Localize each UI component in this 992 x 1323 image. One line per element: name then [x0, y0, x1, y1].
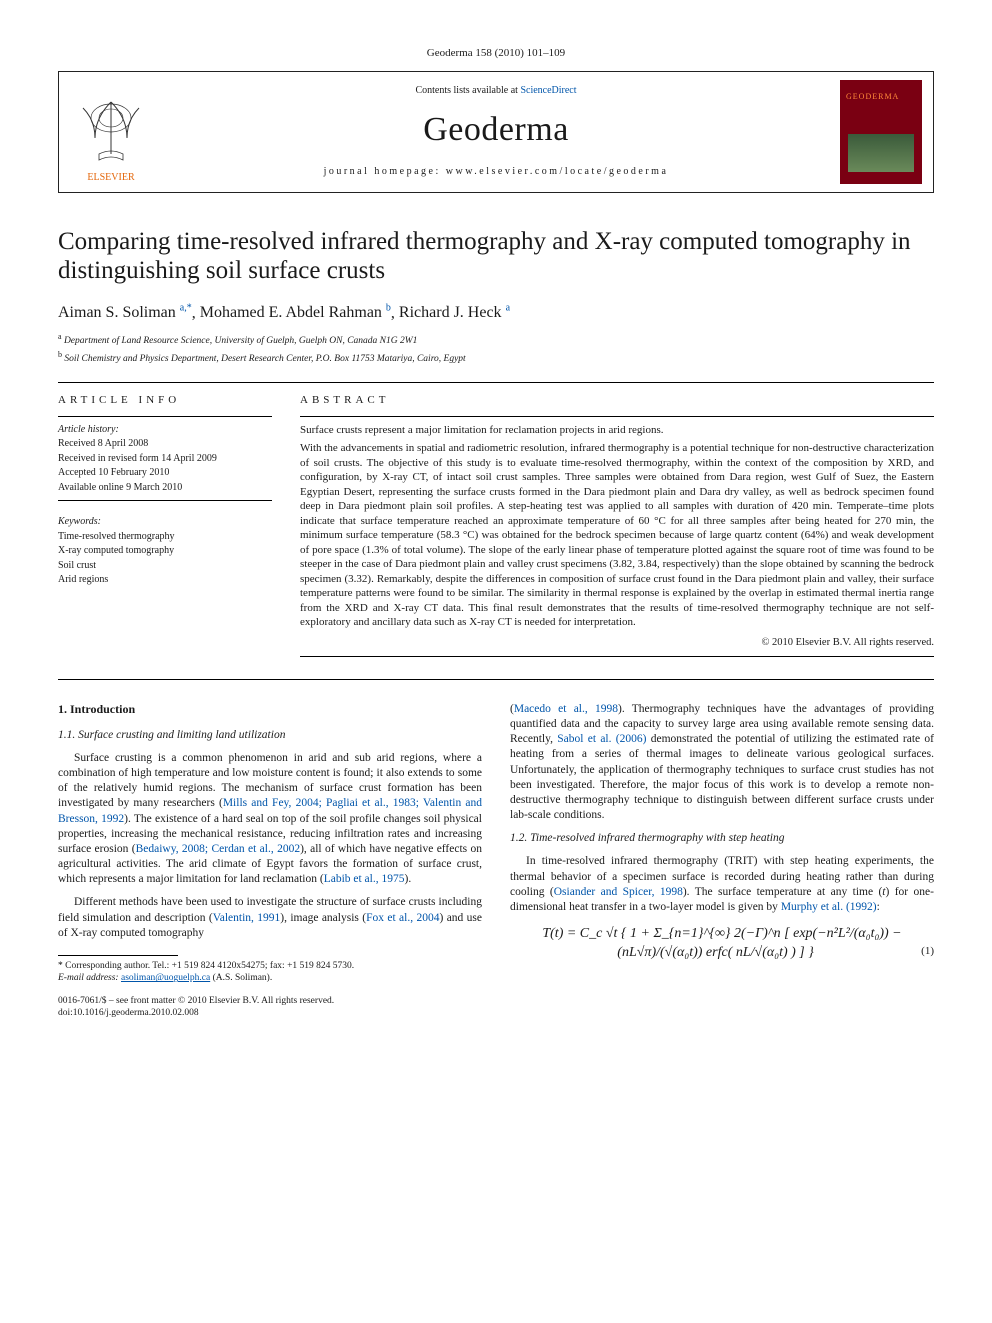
section-heading: 1. Introduction: [58, 702, 482, 718]
paragraph: (Macedo et al., 1998). Thermography tech…: [510, 702, 934, 823]
author: Mohamed E. Abdel Rahman b: [200, 304, 391, 321]
cover-title: GEODERMA: [846, 92, 899, 103]
history-item: Received in revised form 14 April 2009: [58, 452, 272, 466]
divider: [300, 656, 934, 657]
equation-block: T(t) = C_c √t { 1 + Σ_{n=1}^{∞} 2(−Γ)^n …: [510, 925, 934, 962]
bottom-meta: 0016-7061/$ – see front matter © 2010 El…: [58, 995, 482, 1020]
text-run: ).: [405, 873, 412, 885]
journal-homepage: journal homepage: www.elsevier.com/locat…: [171, 165, 821, 179]
journal-cover-thumbnail: GEODERMA: [840, 80, 922, 184]
keywords-label: Keywords:: [58, 515, 272, 529]
journal-name: Geoderma: [171, 107, 821, 153]
body-columns: 1. Introduction 1.1. Surface crusting an…: [58, 702, 934, 1020]
equation-number: (1): [921, 944, 934, 959]
abstract-text: Surface crusts represent a major limitat…: [300, 423, 934, 630]
citation-link[interactable]: Valentin, 1991: [213, 912, 281, 924]
contents-prefix: Contents lists available at: [415, 85, 520, 96]
info-abstract-row: ARTICLE INFO Article history: Received 8…: [58, 393, 934, 663]
affil-mark: b: [58, 350, 62, 359]
abstract-heading: ABSTRACT: [300, 393, 934, 408]
author-affil-mark: b: [386, 303, 391, 314]
issn-line: 0016-7061/$ – see front matter © 2010 El…: [58, 995, 482, 1008]
right-column: (Macedo et al., 1998). Thermography tech…: [510, 702, 934, 1020]
abstract-body: With the advancements in spatial and rad…: [300, 441, 934, 630]
abstract-copyright: © 2010 Elsevier B.V. All rights reserved…: [300, 636, 934, 650]
svg-text:ELSEVIER: ELSEVIER: [87, 172, 135, 183]
header-center: Contents lists available at ScienceDirec…: [163, 72, 829, 192]
page: Geoderma 158 (2010) 101–109 ELSEVIER Con…: [0, 0, 992, 1060]
author-affil-mark: a: [506, 303, 510, 314]
text-run: :: [877, 901, 880, 913]
doi-line: doi:10.1016/j.geoderma.2010.02.008: [58, 1007, 482, 1020]
divider: [300, 416, 934, 417]
author-name: Aiman S. Soliman: [58, 304, 176, 321]
contents-line: Contents lists available at ScienceDirec…: [171, 84, 821, 98]
history-label: Article history:: [58, 423, 272, 437]
citation-link[interactable]: Osiander and Spicer, 1998: [554, 886, 683, 898]
affiliation: a Department of Land Resource Science, U…: [58, 332, 934, 348]
paragraph: In time-resolved infrared thermography (…: [510, 854, 934, 915]
divider: [58, 382, 934, 383]
abstract-column: ABSTRACT Surface crusts represent a majo…: [300, 393, 934, 663]
cover-image-placeholder: [848, 134, 914, 172]
footnote-rule: [58, 955, 178, 956]
keyword: Soil crust: [58, 559, 272, 573]
publisher-logo-cell: ELSEVIER: [59, 72, 163, 192]
text-run: ). The surface temperature at any time (: [683, 886, 882, 898]
abstract-lead: Surface crusts represent a major limitat…: [300, 423, 934, 438]
email-who: (A.S. Soliman).: [213, 973, 273, 983]
citation-link[interactable]: Fox et al., 2004: [366, 912, 439, 924]
corresponding-author-footnote: * Corresponding author. Tel.: +1 519 824…: [58, 960, 482, 985]
keywords-block: Keywords: Time-resolved thermography X-r…: [58, 515, 272, 587]
subsection-heading: 1.1. Surface crusting and limiting land …: [58, 728, 482, 743]
citation-link[interactable]: Macedo et al., 1998: [514, 703, 618, 715]
paragraph: Surface crusting is a common phenomenon …: [58, 751, 482, 888]
article-history: Article history: Received 8 April 2008 R…: [58, 423, 272, 495]
article-info-column: ARTICLE INFO Article history: Received 8…: [58, 393, 272, 663]
author: Aiman S. Soliman a,*: [58, 304, 192, 321]
history-item: Accepted 10 February 2010: [58, 466, 272, 480]
author-email-link[interactable]: asoliman@uoguelph.ca: [121, 973, 210, 983]
keyword: X-ray computed tomography: [58, 544, 272, 558]
affiliation: b Soil Chemistry and Physics Department,…: [58, 350, 934, 366]
sciencedirect-link[interactable]: ScienceDirect: [520, 85, 576, 96]
footnote-text: Corresponding author. Tel.: +1 519 824 4…: [65, 961, 354, 971]
affil-text: Soil Chemistry and Physics Department, D…: [64, 354, 465, 364]
author-name: Richard J. Heck: [399, 304, 502, 321]
subsection-heading: 1.2. Time-resolved infrared thermography…: [510, 831, 934, 846]
article-title: Comparing time-resolved infrared thermog…: [58, 227, 934, 286]
author: Richard J. Heck a: [399, 304, 510, 321]
affil-text: Department of Land Resource Science, Uni…: [64, 336, 417, 346]
citation-link[interactable]: Murphy et al. (1992): [781, 901, 877, 913]
cover-thumb-cell: GEODERMA: [829, 72, 933, 192]
email-label: E-mail address:: [58, 973, 119, 983]
history-item: Received 8 April 2008: [58, 437, 272, 451]
keyword: Arid regions: [58, 573, 272, 587]
elsevier-tree-logo: ELSEVIER: [71, 94, 151, 184]
text-run: ), image analysis (: [280, 912, 366, 924]
journal-reference: Geoderma 158 (2010) 101–109: [58, 46, 934, 61]
text-run: demonstrated the potential of utilizing …: [510, 733, 934, 821]
paragraph: Different methods have been used to inve…: [58, 895, 482, 941]
author-list: Aiman S. Soliman a,*, Mohamed E. Abdel R…: [58, 302, 934, 324]
corresponding-star-icon: *: [187, 303, 192, 314]
divider: [58, 500, 272, 501]
divider: [58, 416, 272, 417]
author-name: Mohamed E. Abdel Rahman: [200, 304, 382, 321]
article-info-heading: ARTICLE INFO: [58, 393, 272, 408]
left-column: 1. Introduction 1.1. Surface crusting an…: [58, 702, 482, 1020]
affil-mark: a: [58, 332, 62, 341]
history-item: Available online 9 March 2010: [58, 481, 272, 495]
divider: [58, 679, 934, 680]
citation-link[interactable]: Bedaiwy, 2008; Cerdan et al., 2002: [136, 843, 301, 855]
citation-link[interactable]: Labib et al., 1975: [324, 873, 405, 885]
citation-link[interactable]: Sabol et al. (2006): [557, 733, 646, 745]
author-affil-mark: a,: [180, 303, 187, 314]
equation: T(t) = C_c √t { 1 + Σ_{n=1}^{∞} 2(−Γ)^n …: [542, 926, 901, 959]
keyword: Time-resolved thermography: [58, 530, 272, 544]
journal-header: ELSEVIER Contents lists available at Sci…: [58, 71, 934, 193]
